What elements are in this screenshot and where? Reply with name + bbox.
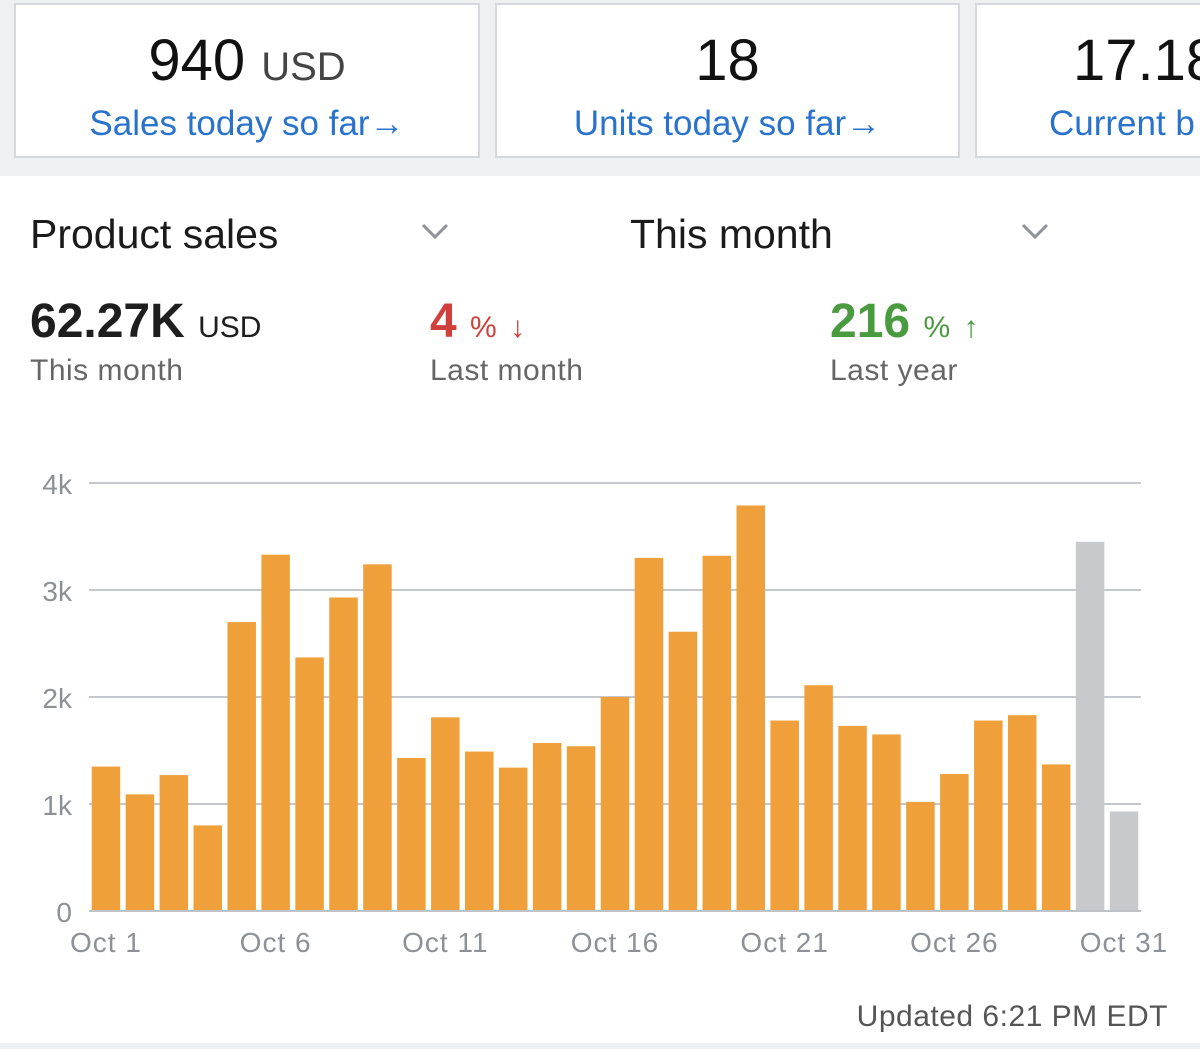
bar: Oct 19: 3320 — [702, 555, 732, 911]
x-tick-label: Oct 11 — [402, 927, 488, 958]
last-month-change-value: 4 % ↓ — [430, 295, 526, 348]
daily-sales-bar-chart: 0 1k 2k 3k 4k Oct 1: 1350Oct 2: 1090Oct 3: 12… — [42, 469, 1168, 958]
y-tick-label: 2k — [42, 683, 73, 714]
bar: Oct 13: 1340 — [498, 767, 528, 911]
bar: Oct 10: 1430 — [397, 757, 426, 911]
x-tick-label: Oct 16 — [571, 927, 659, 958]
x-tick-label: Oct 21 — [740, 927, 828, 958]
bar: Oct 14: 1570 — [532, 743, 562, 911]
x-tick-label: Oct 6 — [240, 927, 312, 958]
bar: Oct 3: 1270 — [159, 775, 189, 911]
bar: Oct 21: 1780 — [770, 720, 799, 911]
bar: Oct 28: 1830 — [1007, 715, 1037, 911]
bar: Oct 27: 1780 — [974, 720, 1003, 911]
projected-bar: Oct 31: 930 — [1109, 811, 1139, 911]
arrow-up-icon: ↑ — [963, 311, 979, 344]
last-updated-text: Updated 6:21 PM EDT — [856, 1000, 1168, 1033]
bar: Oct 22: 2110 — [804, 685, 833, 911]
bar: Oct 25: 1020 — [906, 801, 935, 911]
current-balance-card[interactable]: 17.18 Current b — [975, 3, 1200, 158]
period-selector[interactable]: This month — [630, 211, 833, 257]
arrow-right-icon: → — [369, 104, 405, 143]
bar: Oct 18: 2610 — [668, 631, 698, 911]
x-tick-label: Oct 1 — [70, 927, 142, 958]
current-balance-link[interactable]: Current b — [1049, 104, 1195, 143]
bottom-divider — [0, 1043, 1200, 1049]
bar: Oct 20: 3790 — [736, 505, 765, 911]
last-year-change-value: 216 % ↑ — [830, 295, 979, 348]
bar: Oct 4: 800 — [193, 825, 223, 911]
metric-selector[interactable]: Product sales — [30, 211, 279, 257]
bar: Oct 7: 2370 — [295, 657, 324, 911]
bar: Oct 17: 3300 — [634, 557, 664, 911]
bar: Oct 11: 1810 — [431, 717, 460, 911]
sales-today-link[interactable]: Sales today so far→ — [89, 104, 405, 143]
x-tick-label: Oct 31 — [1080, 927, 1168, 958]
bar: Oct 5: 2700 — [227, 622, 256, 911]
this-month-sales-value: 62.27K USD — [30, 295, 262, 348]
bar: Oct 12: 1490 — [465, 751, 494, 911]
bar: Oct 8: 2930 — [329, 597, 358, 911]
x-tick-label: Oct 26 — [910, 927, 998, 958]
bar: Oct 1: 1350 — [91, 766, 121, 911]
y-tick-label: 0 — [56, 897, 72, 928]
bar: Oct 9: 3240 — [363, 564, 392, 911]
current-balance-value: 17.18 — [1073, 28, 1200, 93]
bar: Oct 15: 1540 — [566, 746, 596, 911]
bar: Oct 26: 1280 — [940, 774, 969, 911]
bar: Oct 23: 1730 — [838, 725, 867, 911]
chevron-down-icon[interactable] — [1020, 216, 1050, 246]
arrow-right-icon: → — [846, 104, 882, 143]
bar: Oct 2: 1090 — [125, 794, 155, 911]
last-year-label: Last year — [830, 354, 958, 387]
y-tick-label: 1k — [42, 790, 73, 821]
bar: Oct 29: 1370 — [1041, 764, 1071, 911]
bar: Oct 16: 2000 — [600, 697, 630, 911]
units-today-value: 18 — [695, 28, 760, 93]
sales-today-value: 940 USD — [148, 28, 346, 93]
bar: Oct 6: 3330 — [261, 554, 290, 911]
units-today-link[interactable]: Units today so far→ — [573, 104, 882, 143]
chevron-down-icon[interactable] — [420, 216, 450, 246]
last-month-label: Last month — [430, 354, 584, 387]
this-month-label: This month — [30, 354, 184, 387]
arrow-down-icon: ↓ — [510, 311, 526, 344]
sales-today-card[interactable]: 940 USD Sales today so far→ — [14, 3, 480, 158]
y-tick-label: 4k — [42, 469, 73, 500]
y-tick-label: 3k — [42, 576, 73, 607]
bar: Oct 24: 1650 — [872, 734, 901, 911]
projected-bar: Oct 30: 3450 — [1075, 541, 1105, 911]
units-today-card[interactable]: 18 Units today so far→ — [495, 3, 960, 158]
